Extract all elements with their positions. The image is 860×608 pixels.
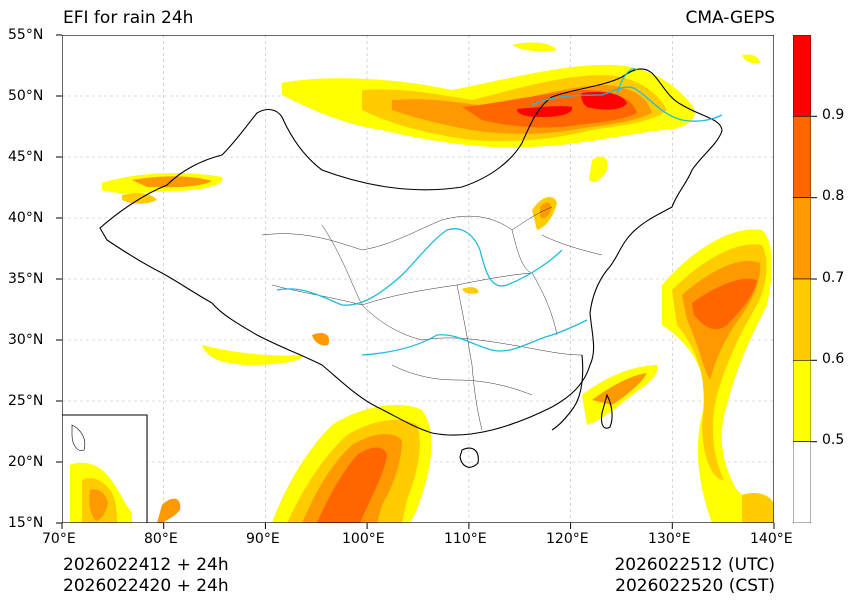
lon-label: 130°E: [648, 531, 691, 547]
lon-label: 110°E: [444, 531, 487, 547]
colorbar-tick-label: 0.9: [822, 107, 845, 123]
lon-label: 70°E: [42, 531, 76, 547]
map-title: EFI for rain 24h: [63, 8, 194, 28]
lat-label: 25°N: [8, 393, 44, 409]
south-china-sea-inset: [62, 414, 148, 523]
colorbar-level-3: [793, 278, 811, 361]
lat-label: 20°N: [8, 454, 44, 470]
model-name: CMA-GEPS: [685, 8, 775, 28]
colorbar-level-1: [793, 441, 811, 523]
init-time-cst: 2026022420 + 24h: [63, 576, 229, 596]
colorbar: [793, 35, 811, 523]
colorbar-tick-label: 0.7: [822, 270, 845, 286]
lat-label: 50°N: [8, 88, 44, 104]
map-panel: [56, 34, 775, 529]
lon-label: 90°E: [246, 531, 280, 547]
axis-ticks: [56, 34, 775, 529]
colorbar-tick-label: 0.5: [822, 432, 845, 448]
lat-label: 15°N: [8, 515, 44, 531]
lon-label: 140°E: [750, 531, 793, 547]
lat-label: 55°N: [8, 27, 44, 43]
colorbar-level-6: [793, 35, 811, 117]
efi-north-china: [462, 156, 608, 294]
efi-taiwan: [582, 365, 658, 425]
lon-label: 100°E: [342, 531, 385, 547]
efi-japan: [662, 229, 774, 523]
valid-time-utc: 2026022512 (UTC): [614, 555, 775, 575]
lat-label: 45°N: [8, 149, 44, 165]
lat-label: 35°N: [8, 271, 44, 287]
valid-time-cst: 2026022520 (CST): [615, 576, 775, 596]
colorbar-ticks: [811, 115, 817, 443]
colorbar-level-4: [793, 197, 811, 280]
lat-label: 30°N: [8, 332, 44, 348]
rivers: [276, 68, 723, 356]
lat-label: 40°N: [8, 210, 44, 226]
colorbar-tick-label: 0.8: [822, 188, 845, 204]
colorbar-level-2: [793, 359, 811, 442]
lon-label: 120°E: [546, 531, 589, 547]
colorbar-tick-label: 0.6: [822, 351, 845, 367]
efi-southwest: [157, 333, 432, 523]
province-lines: [261, 206, 603, 431]
efi-north-band: [282, 42, 760, 148]
map-canvas: [62, 35, 774, 523]
init-time-utc: 2026022412 + 24h: [63, 555, 229, 575]
colorbar-level-5: [793, 116, 811, 198]
efi-xinjiang: [102, 173, 223, 204]
lon-label: 80°E: [144, 531, 178, 547]
